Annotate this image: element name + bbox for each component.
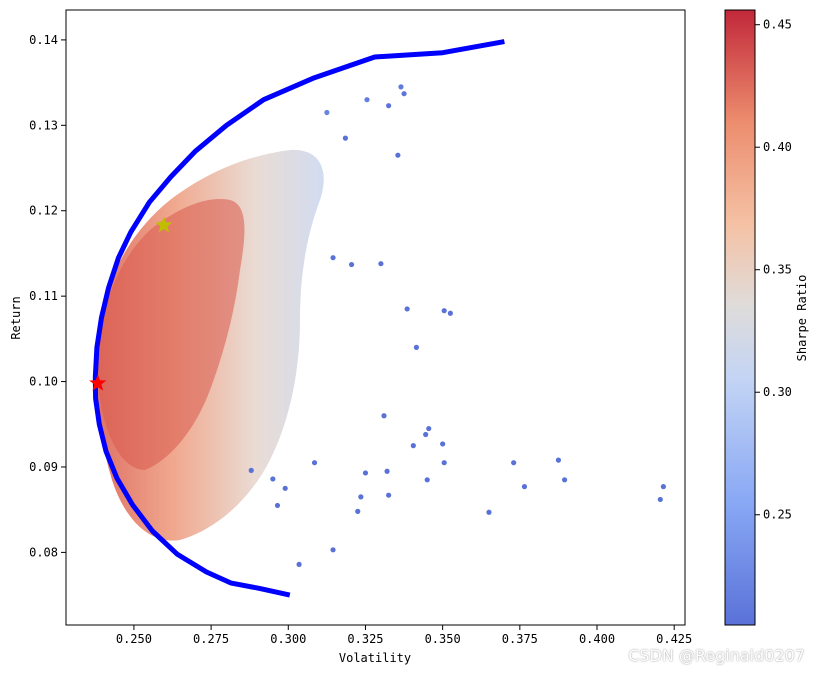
scatter-point (364, 97, 370, 103)
dense-portfolio-core (97, 199, 245, 470)
efficient-frontier-line (92, 39, 505, 598)
scatter-point (348, 261, 355, 268)
scatter-point (362, 470, 369, 476)
x-axis-label: Volatility (339, 651, 411, 665)
scatter-point (521, 484, 528, 490)
scatter-point (423, 431, 429, 438)
scatter-point (410, 443, 416, 449)
y-tick-label: 0.13 (29, 118, 58, 132)
scatter-point (395, 152, 401, 158)
scatter-point (282, 485, 288, 491)
scatter-point (248, 467, 254, 473)
scatter-point (401, 91, 407, 97)
scatter-point (413, 344, 420, 350)
scatter-point (424, 477, 430, 483)
scatter-point (324, 109, 330, 116)
colorbar-tick-label: 0.35 (763, 263, 792, 277)
x-tick-label: 0.325 (347, 632, 383, 646)
x-axis: 0.250 0.275 0.300 0.325 0.350 0.375 0.400 0.425 (116, 625, 692, 646)
point-cloud (95, 84, 666, 567)
scatter-point (330, 547, 336, 553)
x-tick-label: 0.250 (116, 632, 152, 646)
y-axis-label: Return (9, 296, 23, 339)
scatter-point (384, 468, 390, 474)
scatter-point (398, 84, 404, 90)
scatter-point (355, 508, 361, 514)
scatter-point (274, 502, 281, 509)
scatter-point (657, 496, 663, 503)
x-tick-label: 0.425 (656, 632, 692, 646)
y-tick-label: 0.08 (29, 545, 58, 559)
x-tick-label: 0.300 (270, 632, 306, 646)
scatter-point (404, 306, 410, 312)
colorbar-ticks: 0.25 0.30 0.35 0.40 0.45 (755, 18, 792, 522)
colorbar-tick-label: 0.45 (763, 18, 792, 32)
scatter-point (511, 460, 517, 466)
x-tick-label: 0.350 (425, 632, 461, 646)
watermark: CSDN @Reginald0207 (628, 646, 805, 665)
min-volatility-star (89, 374, 107, 391)
scatter-point (296, 561, 302, 567)
y-axis: 0.08 0.09 0.10 0.11 0.12 0.13 0.14 (29, 33, 66, 559)
scatter-point (386, 492, 392, 498)
scatter-point (342, 135, 348, 141)
scatter-point (311, 460, 318, 466)
scatter-point (441, 460, 447, 466)
colorbar-label: Sharpe Ratio (795, 275, 809, 362)
scatter-point (270, 476, 276, 482)
colorbar-tick-label: 0.30 (763, 385, 792, 399)
scatter-point (378, 261, 384, 267)
y-tick-label: 0.12 (29, 204, 58, 218)
scatter-point (660, 484, 666, 490)
scatter-point (441, 308, 447, 314)
scatter-point (440, 441, 446, 447)
markers (89, 216, 173, 391)
y-tick-label: 0.14 (29, 33, 58, 47)
scatter-points (248, 84, 666, 567)
x-tick-label: 0.275 (193, 632, 229, 646)
colorbar (724, 9, 756, 626)
scatter-point (486, 509, 492, 515)
colorbar-tick-label: 0.40 (763, 140, 792, 154)
x-tick-label: 0.375 (502, 632, 538, 646)
scatter-point (561, 477, 568, 483)
scatter-point (555, 457, 562, 463)
colorbar-tick-label: 0.25 (763, 508, 792, 522)
scatter-point (426, 425, 432, 432)
scatter-point (381, 413, 387, 419)
scatter-point (358, 494, 364, 500)
y-tick-label: 0.11 (29, 289, 58, 303)
scatter-point (330, 255, 336, 261)
scatter-point (386, 103, 392, 109)
y-tick-label: 0.09 (29, 460, 58, 474)
scatter-point (447, 310, 453, 316)
x-tick-label: 0.400 (579, 632, 615, 646)
max-sharpe-star (155, 216, 173, 233)
y-tick-label: 0.10 (29, 375, 58, 389)
